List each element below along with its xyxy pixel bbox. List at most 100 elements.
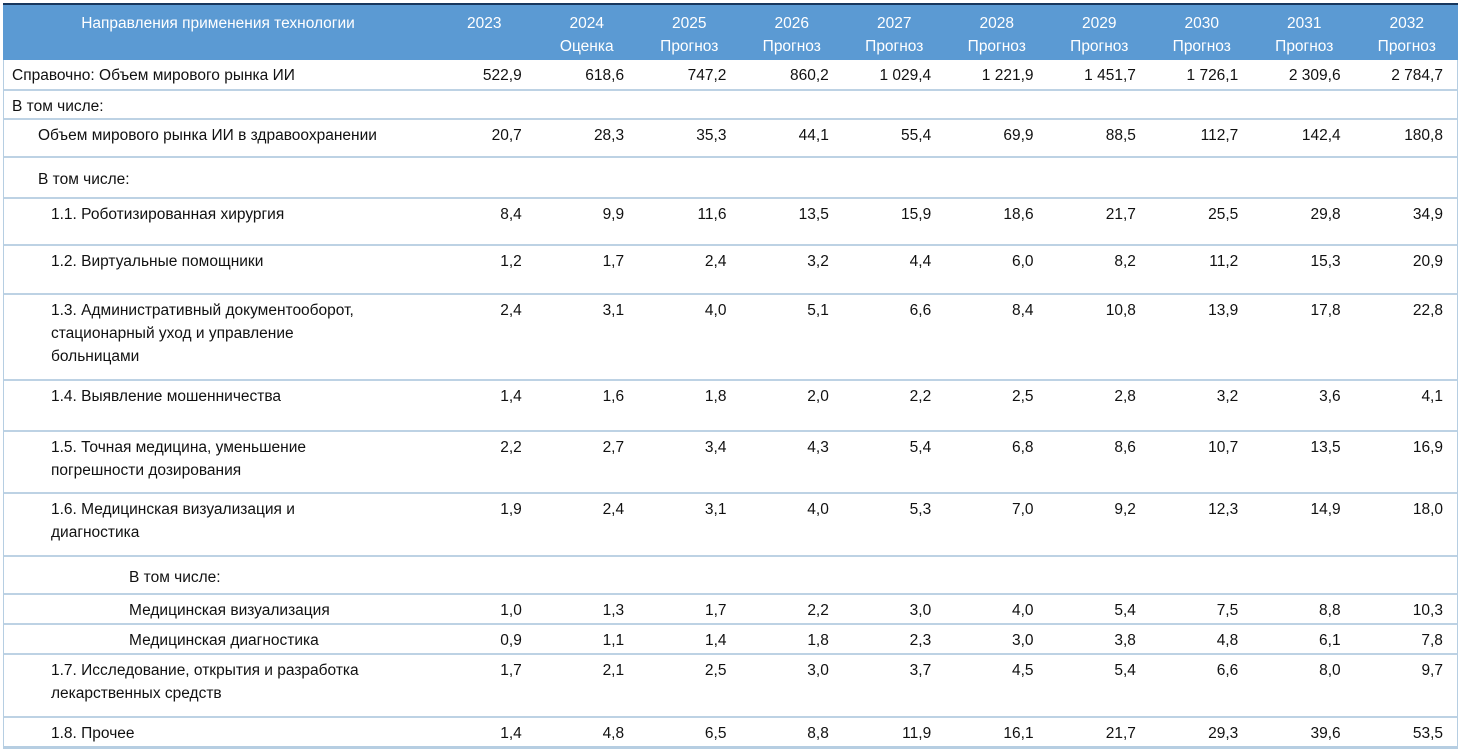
value-cell xyxy=(1355,557,1457,566)
value-cell: 13,5 xyxy=(1310,439,1341,456)
value-cell xyxy=(1150,158,1252,168)
value-cell: 1,4 xyxy=(500,388,522,405)
value-cell: 9,9 xyxy=(602,206,625,223)
value-cell: 3,1 xyxy=(704,501,727,518)
value-cell: 34,9 xyxy=(1412,206,1443,223)
value-cell xyxy=(740,158,842,168)
value-cell xyxy=(536,91,638,95)
header-year-cell: 2029 Прогноз xyxy=(1070,15,1129,55)
value-cell: 4,3 xyxy=(807,439,829,456)
value-cell: 3,2 xyxy=(1216,388,1239,405)
value-cell xyxy=(433,91,535,95)
row-label: Справочно: Объем мирового рынка ИИ xyxy=(12,67,295,84)
table-row: Объем мирового рынка ИИ в здравоохранени… xyxy=(4,118,1457,156)
value-cell: 3,0 xyxy=(807,662,829,679)
value-cell: 21,7 xyxy=(1105,725,1136,742)
value-cell: 112,7 xyxy=(1200,127,1239,144)
value-cell: 18,6 xyxy=(1003,206,1034,223)
value-cell: 1,7 xyxy=(602,253,625,270)
header-directions-column: Направления применения технологии xyxy=(81,15,355,32)
row-label: Объем мирового рынка ИИ в здравоохранени… xyxy=(38,127,377,144)
value-cell: 1 221,9 xyxy=(981,67,1034,84)
value-cell: 88,5 xyxy=(1105,127,1136,144)
value-cell: 4,0 xyxy=(1012,602,1034,619)
value-cell: 5,4 xyxy=(1114,662,1136,679)
value-cell: 3,0 xyxy=(1012,632,1034,649)
value-cell: 10,3 xyxy=(1412,602,1443,619)
value-cell: 1 029,4 xyxy=(879,67,932,84)
table-header-row: Направления применения технологии 2023 20… xyxy=(3,3,1458,60)
value-cell: 44,1 xyxy=(798,127,829,144)
header-year-cell: 2032 Прогноз xyxy=(1377,15,1436,55)
row-label: 1.8. Прочее xyxy=(51,725,135,742)
value-cell xyxy=(1355,91,1457,95)
value-cell: 16,9 xyxy=(1412,439,1443,456)
row-label: 1.7. Исследование, открытия и разработка… xyxy=(51,662,359,702)
value-cell: 142,4 xyxy=(1301,127,1341,144)
value-cell: 1,4 xyxy=(500,725,522,742)
table-row: 1.4. Выявление мошенничества 1,4 1,6 1,8 2,0… xyxy=(4,379,1457,430)
value-cell: 6,6 xyxy=(909,302,932,319)
table-row: 1.5. Точная медицина, уменьшение погрешн… xyxy=(4,430,1457,492)
value-cell: 2,0 xyxy=(807,388,829,405)
table-row: В том числе: xyxy=(4,156,1457,197)
value-cell: 11,2 xyxy=(1209,253,1239,270)
value-cell: 6,0 xyxy=(1012,253,1034,270)
year-header-group: 2023 2024 Оценка 2025 Прогноз 2026 Прогноз 2… xyxy=(433,5,1458,60)
value-cell: 1,2 xyxy=(500,253,522,270)
value-cell: 8,0 xyxy=(1319,662,1341,679)
value-cell: 2,2 xyxy=(807,602,829,619)
value-cell xyxy=(1252,91,1354,95)
value-cell xyxy=(843,158,945,168)
table-row: 1.6. Медицинская визуализация и диагност… xyxy=(4,492,1457,555)
value-cell: 3,1 xyxy=(602,302,625,319)
value-cell xyxy=(1150,91,1252,95)
value-cell: 8,4 xyxy=(1012,302,1034,319)
value-cell: 10,8 xyxy=(1105,302,1136,319)
header-year-cell: 2028 Прогноз xyxy=(967,15,1026,55)
row-label: 1.2. Виртуальные помощники xyxy=(51,253,264,270)
value-cell xyxy=(1048,158,1150,168)
value-cell: 2,4 xyxy=(500,302,522,319)
value-cell xyxy=(843,557,945,566)
row-label: 1.5. Точная медицина, уменьшение погрешн… xyxy=(51,439,307,479)
value-cell: 1 451,7 xyxy=(1084,67,1136,84)
value-cell: 2 309,6 xyxy=(1288,67,1341,84)
table-row: 1.2. Виртуальные помощники 1,2 1,7 2,4 3,2 4,… xyxy=(4,244,1457,293)
value-cell: 3,7 xyxy=(909,662,932,679)
value-cell: 1,9 xyxy=(500,501,522,518)
header-year-cell: 2024 Оценка xyxy=(559,15,614,55)
table-row: Медицинская диагностика 0,9 1,1 1,4 1,8 2,3 3,… xyxy=(4,623,1457,653)
value-cell xyxy=(945,557,1047,566)
value-cell xyxy=(741,557,843,566)
row-label: Медицинская диагностика xyxy=(129,632,319,649)
value-cell xyxy=(740,91,842,95)
value-cell: 9,7 xyxy=(1421,662,1443,679)
table-row: 1.8. Прочее 1,4 4,8 6,5 8,8 11,9 16,1 21,7 29,3 3… xyxy=(4,716,1457,746)
table-row: 1.1. Роботизированная хирургия 8,4 9,9 11,6… xyxy=(4,197,1457,244)
value-cell: 29,3 xyxy=(1208,725,1239,742)
value-cell xyxy=(536,557,638,566)
value-cell: 1,4 xyxy=(704,632,727,649)
value-cell xyxy=(433,158,535,168)
value-cell: 860,2 xyxy=(790,67,829,84)
value-cell: 8,6 xyxy=(1114,439,1136,456)
value-cell: 18,0 xyxy=(1412,501,1443,518)
value-cell: 1,3 xyxy=(602,602,625,619)
value-cell xyxy=(1048,557,1150,566)
value-cell: 4,8 xyxy=(1216,632,1239,649)
value-cell: 4,4 xyxy=(909,253,932,270)
value-cell: 2,2 xyxy=(500,439,522,456)
value-cell: 25,5 xyxy=(1208,206,1239,223)
table-row: В том числе: xyxy=(4,555,1457,593)
row-label: 1.3. Административный документооборот, с… xyxy=(51,302,354,365)
table-row: В том числе: xyxy=(4,89,1457,118)
value-cell: 7,0 xyxy=(1012,501,1034,518)
row-label: В том числе: xyxy=(129,569,221,586)
table-row: 1.3. Административный документооборот, с… xyxy=(4,293,1457,379)
value-cell: 1,6 xyxy=(602,388,625,405)
value-cell: 2,4 xyxy=(602,501,625,518)
value-cell: 3,2 xyxy=(807,253,829,270)
table-row: 1.7. Исследование, открытия и разработка… xyxy=(4,653,1457,716)
value-cell: 17,8 xyxy=(1310,302,1341,319)
